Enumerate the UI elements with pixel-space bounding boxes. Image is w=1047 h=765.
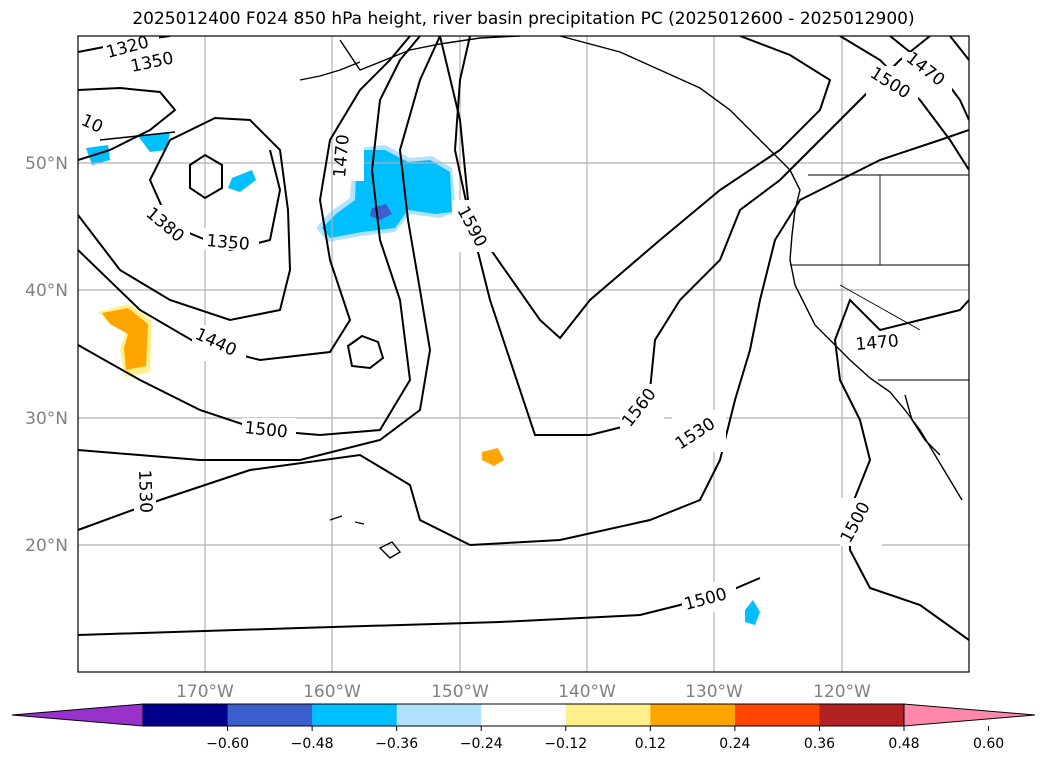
colorbar-tick-label: 0.48: [888, 736, 919, 752]
colorbar-tick-label: 0.60: [973, 736, 1004, 752]
lon-label: 150°W: [431, 682, 489, 702]
map-area: 1320 1350 10 1380 1350 1470 1590 1440 15…: [78, 36, 969, 672]
lon-label: 170°W: [176, 682, 234, 702]
contour-label: 1470: [330, 134, 354, 179]
colorbar-tick-label: −0.60: [206, 736, 249, 752]
colorbar: −0.60 −0.48 −0.36 −0.24 −0.12 0.12 0.24 0.36 0.4…: [11, 703, 1036, 752]
colorbar-tick-label: −0.24: [460, 736, 503, 752]
map-frame: [77, 35, 970, 673]
contour-label: 1470: [855, 331, 900, 355]
colorbar-tick-label: 0.24: [719, 736, 750, 752]
colorbar-segment: [734, 704, 820, 726]
precip-positive-west-core: [102, 308, 148, 370]
lon-axis-labels: 170°W 160°W 150°W 140°W 130°W 120°W: [176, 682, 871, 702]
lat-axis-labels: 50°N 40°N 30°N 20°N: [25, 154, 68, 556]
lat-label: 30°N: [25, 409, 68, 429]
colorbar-tick-label: −0.48: [291, 736, 334, 752]
colorbar-segment: [143, 704, 229, 726]
lon-label: 120°W: [813, 682, 871, 702]
lon-label: 130°W: [685, 682, 743, 702]
lat-label: 50°N: [25, 154, 68, 174]
colorbar-segment: [227, 704, 313, 726]
contour-label: 1500: [243, 418, 288, 442]
colorbar-segment: [312, 704, 398, 726]
precip-negative-small: [228, 170, 256, 192]
contour-label: 1530: [134, 469, 155, 513]
colorbar-tick-label: −0.12: [544, 736, 587, 752]
map-title: 2025012400 F024 850 hPa height, river ba…: [132, 9, 915, 29]
colorbar-tick-label: −0.36: [375, 736, 418, 752]
colorbar-segment: [481, 704, 567, 726]
contour-label: 1350: [206, 231, 251, 255]
precip-negative-south: [745, 600, 760, 625]
lon-label: 160°W: [303, 682, 361, 702]
colorbar-segment: [650, 704, 736, 726]
colorbar-segment: [565, 704, 651, 726]
colorbar-tick-label: 0.12: [635, 736, 666, 752]
colorbar-extend-min: [11, 703, 144, 727]
contour-labels: 1320 1350 10 1380 1350 1470 1590 1440 15…: [78, 36, 952, 615]
colorbar-extend-max: [903, 703, 1036, 727]
precip-negative-aleutian-mid: [138, 133, 170, 152]
precip-positive-central: [482, 448, 504, 466]
lat-label: 20°N: [25, 536, 68, 556]
colorbar-tick-label: 0.36: [804, 736, 835, 752]
coastlines: [99, 36, 969, 559]
lon-label: 140°W: [558, 682, 616, 702]
colorbar-segment: [819, 704, 905, 726]
precipitation-shading: [86, 133, 760, 625]
colorbar-segment: [396, 704, 482, 726]
lat-label: 40°N: [25, 281, 68, 301]
precip-negative-aleutian-west: [86, 145, 110, 165]
precip-negative-north-pacific-core: [322, 150, 452, 238]
